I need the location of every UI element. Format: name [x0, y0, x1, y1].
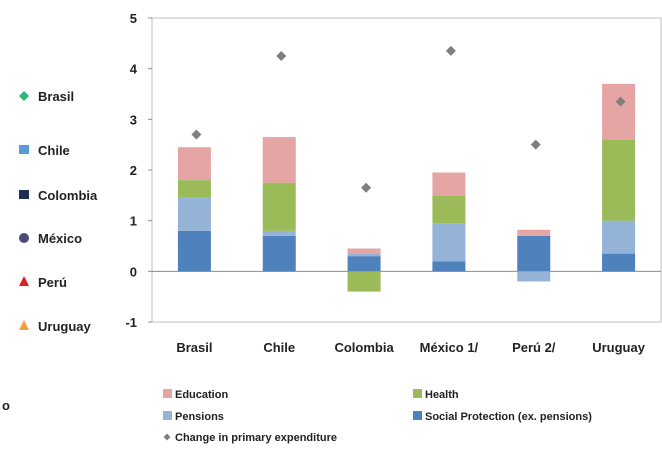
side-legend-marker — [19, 233, 29, 243]
x-tick-label: México 1/ — [420, 340, 479, 355]
side-legend-label: Chile — [38, 143, 70, 158]
side-legend-label: Uruguay — [38, 319, 92, 334]
markers — [191, 45, 626, 193]
bar-segment — [432, 261, 466, 272]
bar-segment — [177, 180, 211, 198]
bar-segment — [602, 139, 636, 221]
side-legend: Brasil Chile Colombia México Perú Uruguay — [19, 89, 98, 334]
bar-segment — [517, 235, 551, 272]
y-tick-label: 2 — [130, 163, 137, 178]
bar-segment — [517, 229, 551, 236]
side-legend-label: México — [38, 231, 82, 246]
legend-swatch — [413, 411, 422, 420]
legend-label: Social Protection (ex. pensions) — [425, 411, 592, 423]
bar-segment — [177, 197, 211, 231]
side-legend-marker — [19, 91, 29, 101]
bar-segment — [262, 230, 296, 236]
x-tick-labels: Brasil Chile Colombia México 1/Perú 2/Urugu… — [176, 340, 645, 355]
x-tick-label: Brasil — [176, 340, 212, 355]
legend-swatch — [163, 389, 172, 398]
bar-segment — [432, 172, 466, 196]
plot-area — [151, 17, 662, 323]
bar-segment — [347, 248, 381, 254]
legend-label: Change in primary expenditure — [175, 432, 337, 444]
side-legend-label: Brasil — [38, 89, 74, 104]
bar-segment — [177, 147, 211, 181]
legend-swatch — [413, 389, 422, 398]
y-tick-label: -1 — [125, 315, 137, 330]
side-legend-marker — [19, 190, 29, 199]
bar-segment — [432, 223, 466, 262]
bar-segment — [262, 235, 296, 272]
bar-segment — [602, 83, 636, 140]
bar-segment — [517, 271, 551, 282]
x-tick-label: Uruguay — [592, 340, 646, 355]
side-legend-marker — [19, 320, 29, 330]
y-tick-label: 1 — [130, 214, 137, 229]
bar-segment — [262, 182, 296, 231]
bar-segment — [432, 195, 466, 224]
marker-point — [445, 45, 456, 56]
marker-point — [615, 96, 626, 107]
bar-segment — [262, 137, 296, 183]
bar-segment — [177, 230, 211, 272]
legend-label: Pensions — [175, 411, 224, 423]
legend-swatch — [163, 411, 172, 420]
y-tick-label: 5 — [130, 11, 137, 26]
y-tick-label: 0 — [130, 264, 137, 279]
bar-segment — [602, 220, 636, 254]
marker-point — [530, 139, 541, 150]
bar-segment — [347, 253, 381, 257]
marker-point — [191, 129, 202, 140]
side-legend-label: Perú — [38, 275, 67, 290]
legend-label: Education — [175, 389, 228, 401]
bar-segment — [347, 256, 381, 272]
bar-segment — [602, 253, 636, 272]
side-legend-label: Colombia — [38, 188, 98, 203]
marker-point — [361, 182, 372, 193]
axes: -1 0 1 2 3 4 5 — [125, 11, 662, 330]
marker-point — [276, 51, 287, 61]
legend-swatch — [163, 433, 171, 441]
edge-fragment: o — [2, 398, 10, 413]
legend-label: Health — [425, 389, 459, 401]
x-tick-label: Colombia — [334, 340, 394, 355]
side-legend-marker — [19, 276, 29, 286]
y-tick-label: 4 — [130, 62, 138, 77]
side-legend-marker — [19, 145, 29, 154]
x-tick-label: Chile — [263, 340, 295, 355]
bar-segment — [347, 271, 381, 292]
y-tick-label: 3 — [130, 112, 137, 127]
legend: Education Health Pensions Social Protection… — [163, 389, 592, 444]
bars — [177, 83, 636, 292]
x-tick-label: Perú 2/ — [512, 340, 556, 355]
